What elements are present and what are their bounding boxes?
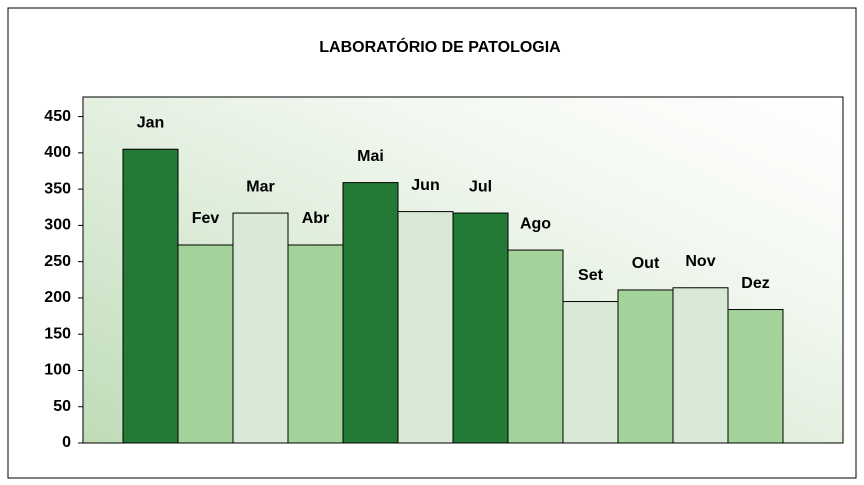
bar <box>562 301 619 444</box>
bar <box>507 249 564 444</box>
y-tick-label: 350 <box>44 180 71 197</box>
bar <box>342 182 399 444</box>
y-tick-label: 100 <box>44 362 71 379</box>
bar-category-label: Set <box>578 267 604 284</box>
bar-category-label: Jan <box>137 114 165 131</box>
bar-category-label: Fev <box>192 210 220 227</box>
y-tick-label: 250 <box>44 253 71 270</box>
y-tick-label: 0 <box>62 434 71 451</box>
y-tick-label: 400 <box>44 144 71 161</box>
bar <box>617 289 674 444</box>
y-tick-label: 200 <box>44 289 71 306</box>
bar-category-label: Jun <box>411 177 439 194</box>
bar-category-label: Nov <box>685 253 715 270</box>
y-tick-label: 50 <box>53 398 71 415</box>
bar <box>122 148 179 444</box>
chart-title: LABORATÓRIO DE PATOLOGIA <box>319 37 561 56</box>
bar <box>177 244 234 444</box>
bar <box>452 212 509 444</box>
bar-category-label: Mar <box>246 178 274 195</box>
bar <box>397 211 454 444</box>
bar <box>672 287 729 444</box>
y-tick-label: 450 <box>44 108 71 125</box>
bar <box>232 212 289 444</box>
bar-category-label: Out <box>632 255 660 272</box>
y-tick-label: 150 <box>44 325 71 342</box>
bar <box>727 309 784 444</box>
bar-category-label: Jul <box>469 178 492 195</box>
bar-category-label: Mai <box>357 148 384 165</box>
bar-category-label: Ago <box>520 215 551 232</box>
y-tick-label: 300 <box>44 217 71 234</box>
bar-category-label: Dez <box>741 275 769 292</box>
bar <box>287 244 344 444</box>
bar-category-label: Abr <box>302 210 330 227</box>
